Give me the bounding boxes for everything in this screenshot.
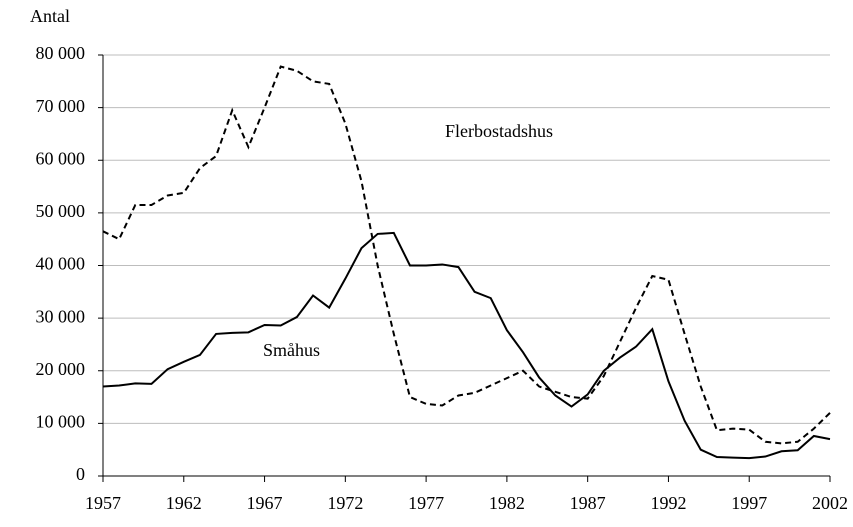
x-tick-label: 1962	[166, 493, 202, 513]
x-tick-label: 1987	[570, 493, 606, 513]
y-tick-label: 30 000	[36, 306, 86, 326]
series-label: Småhus	[263, 340, 320, 360]
x-tick-label: 1957	[85, 493, 121, 513]
y-tick-label: 0	[76, 464, 85, 484]
y-axis-label: Antal	[30, 6, 70, 26]
y-tick-label: 20 000	[36, 359, 86, 379]
y-tick-label: 40 000	[36, 254, 86, 274]
series-label: Flerbostadshus	[445, 121, 553, 141]
series-line	[102, 231, 831, 460]
x-tick-label: 1982	[489, 493, 525, 513]
x-tick-label: 1992	[650, 493, 686, 513]
x-tick-label: 1972	[327, 493, 363, 513]
y-tick-label: 10 000	[36, 412, 86, 432]
y-tick-label: 60 000	[36, 148, 86, 168]
y-tick-label: 70 000	[36, 96, 86, 116]
series-line	[102, 65, 831, 445]
y-tick-label: 80 000	[36, 43, 86, 63]
x-tick-label: 1997	[731, 493, 767, 513]
x-tick-label: 2002	[812, 493, 848, 513]
x-tick-label: 1977	[408, 493, 444, 513]
x-tick-label: 1967	[247, 493, 283, 513]
y-tick-label: 50 000	[36, 201, 86, 221]
